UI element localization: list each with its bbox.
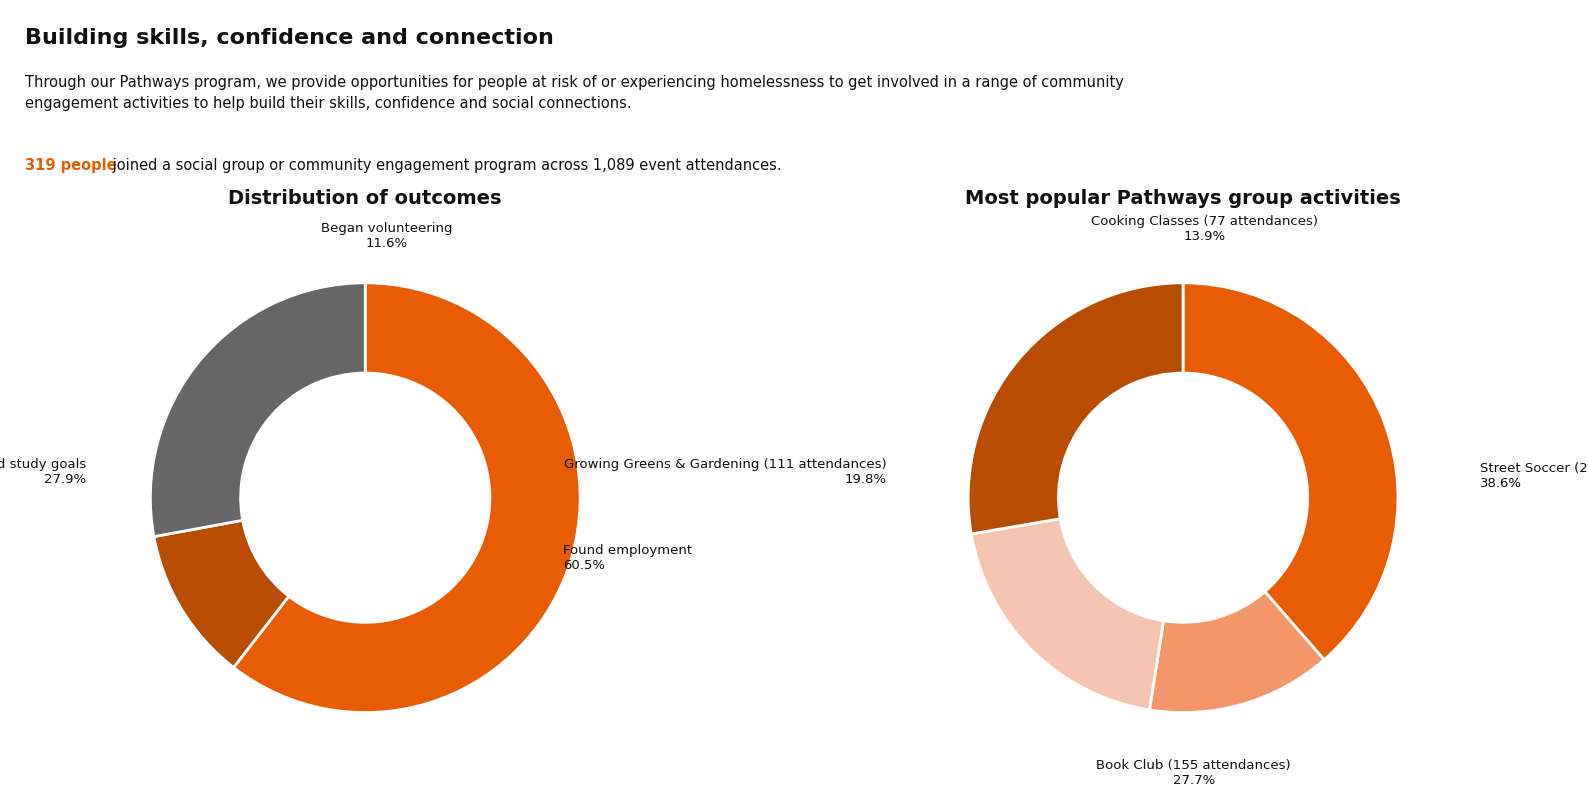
Wedge shape	[972, 519, 1164, 710]
Wedge shape	[1150, 592, 1324, 713]
Text: Began volunteering
11.6%: Began volunteering 11.6%	[321, 221, 453, 250]
Wedge shape	[233, 283, 580, 713]
Text: Building skills, confidence and connection: Building skills, confidence and connecti…	[25, 28, 554, 47]
Title: Most popular Pathways group activities: Most popular Pathways group activities	[966, 189, 1401, 208]
Text: Street Soccer (216 attendances)
38.6%: Street Soccer (216 attendances) 38.6%	[1480, 462, 1588, 491]
Wedge shape	[1183, 283, 1397, 660]
Text: Cooking Classes (77 attendances)
13.9%: Cooking Classes (77 attendances) 13.9%	[1091, 215, 1318, 243]
Wedge shape	[969, 283, 1183, 534]
Text: joined a social group or community engagement program across 1,089 event attenda: joined a social group or community engag…	[108, 158, 781, 173]
Title: Distribution of outcomes: Distribution of outcomes	[229, 189, 502, 208]
Text: Book Club (155 attendances)
27.7%: Book Club (155 attendances) 27.7%	[1096, 758, 1291, 787]
Wedge shape	[154, 521, 289, 668]
Wedge shape	[151, 283, 365, 536]
Text: Found employment
60.5%: Found employment 60.5%	[562, 544, 692, 572]
Text: 319 people: 319 people	[25, 158, 118, 173]
Text: Through our Pathways program, we provide opportunities for people at risk of or : Through our Pathways program, we provide…	[25, 75, 1124, 111]
Text: Achieved study goals
27.9%: Achieved study goals 27.9%	[0, 458, 86, 486]
Text: Growing Greens & Gardening (111 attendances)
19.8%: Growing Greens & Gardening (111 attendan…	[564, 458, 886, 486]
